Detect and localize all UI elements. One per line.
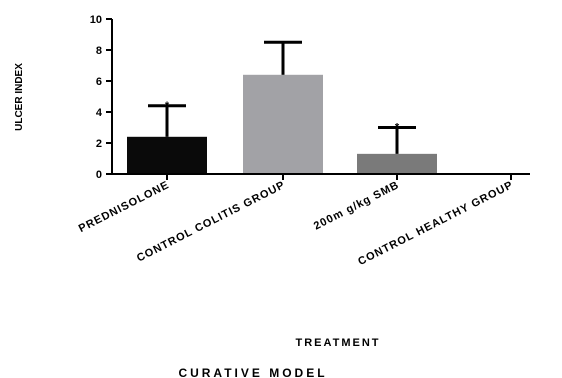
error-bars: **: [148, 40, 416, 154]
bar: [243, 74, 323, 174]
y-tick-label: 6: [96, 76, 102, 88]
y-tick-label: 8: [96, 45, 102, 57]
significance-marker: *: [165, 100, 170, 112]
x-tick-label: 200m g/kg SMB: [312, 179, 401, 233]
y-tick-label: 2: [96, 138, 102, 150]
y-tick-label: 10: [90, 14, 102, 26]
bar: [357, 153, 437, 174]
chart-caption: CURATIVE MODEL: [178, 366, 327, 378]
y-tick-label: 0: [96, 169, 102, 181]
bar: [127, 136, 207, 174]
bars: [127, 74, 437, 174]
significance-marker: *: [395, 122, 400, 134]
y-axis-label: ULCER INDEX: [14, 63, 25, 131]
x-tick-label: PREDNISOLONE: [77, 179, 172, 235]
y-tick-label: 4: [96, 107, 103, 119]
x-axis-label: TREATMENT: [295, 337, 380, 349]
y-axis-ticks: 0 2 4 6 8 10: [90, 14, 112, 181]
